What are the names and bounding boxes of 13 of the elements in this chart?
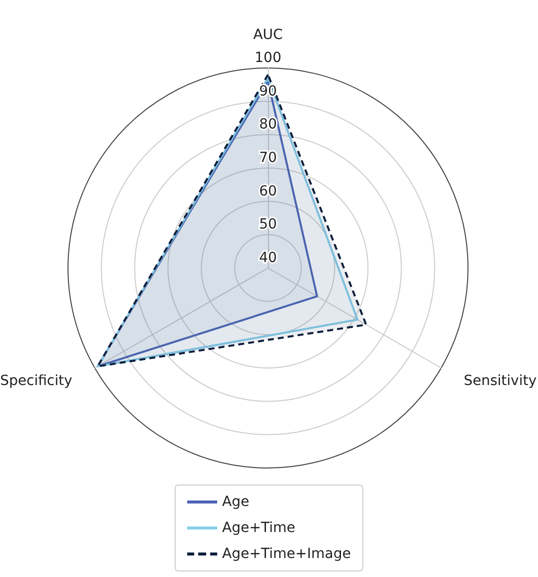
spoke-label: Sensitivity [464,373,537,389]
y-tick-label: 90 [259,83,277,100]
spoke-label: Specificity [0,373,72,389]
legend-label: Age+Time [222,520,296,536]
y-tick-label: 80 [259,116,277,133]
legend-label: Age+Time+Image [222,546,351,562]
y-tick-label: 50 [259,216,277,233]
y-tick-label: 100 [254,50,282,66]
y-tick-label: 70 [259,150,277,166]
spoke-label: AUC [253,27,284,43]
legend-label: Age [222,494,250,510]
y-tick-label: 40 [259,250,277,266]
y-tick-label: 60 [259,183,277,200]
